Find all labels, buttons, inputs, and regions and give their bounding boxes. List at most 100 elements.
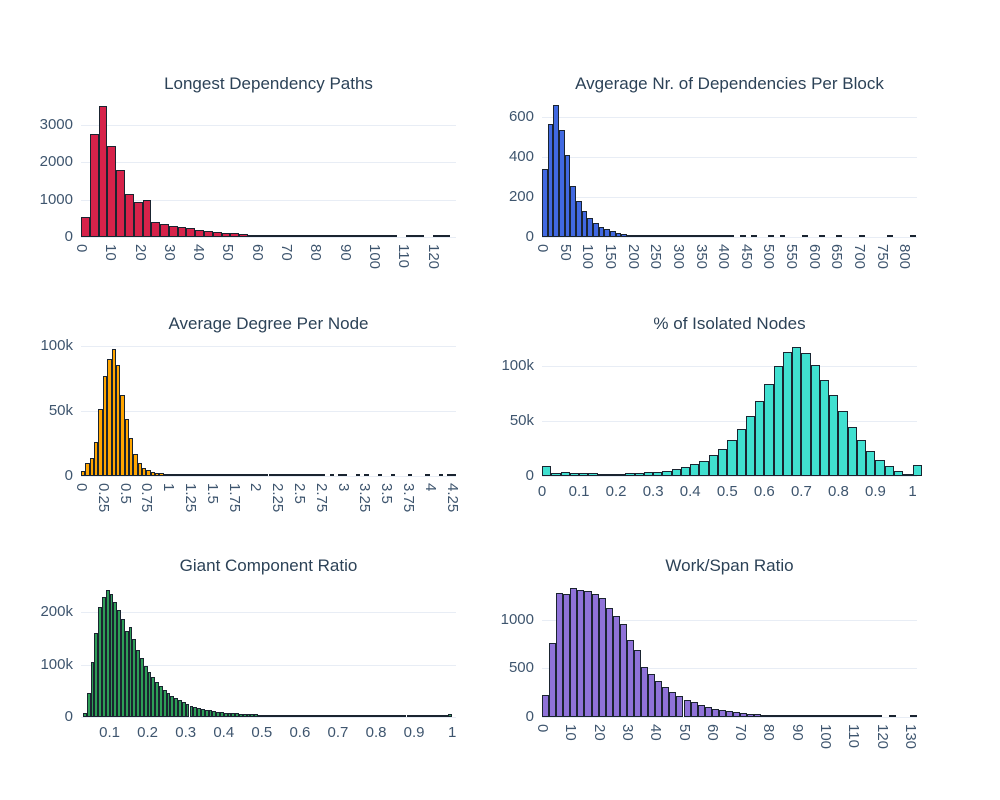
- histogram-bar[interactable]: [577, 589, 585, 717]
- histogram-bar[interactable]: [612, 615, 620, 717]
- histogram-bar[interactable]: [185, 703, 190, 717]
- histogram-bar[interactable]: [569, 472, 580, 476]
- histogram-bar[interactable]: [364, 474, 369, 476]
- histogram-bar[interactable]: [208, 710, 213, 717]
- histogram-bar[interactable]: [223, 712, 228, 717]
- histogram-bar[interactable]: [155, 681, 160, 717]
- histogram-bar[interactable]: [761, 714, 769, 717]
- histogram-bar[interactable]: [839, 715, 847, 717]
- histogram-bar[interactable]: [355, 474, 361, 476]
- histogram-bar[interactable]: [551, 472, 561, 476]
- histogram-bar[interactable]: [300, 235, 310, 237]
- histogram-bar[interactable]: [151, 222, 161, 237]
- histogram-bar[interactable]: [254, 714, 259, 717]
- histogram-bar[interactable]: [219, 712, 224, 717]
- histogram-bar[interactable]: [441, 235, 451, 237]
- histogram-bar[interactable]: [625, 473, 635, 476]
- histogram-bar[interactable]: [860, 715, 868, 717]
- histogram-bar[interactable]: [200, 708, 205, 717]
- histogram-bar[interactable]: [825, 715, 833, 717]
- histogram-bar[interactable]: [242, 474, 247, 476]
- histogram-bar[interactable]: [357, 715, 361, 717]
- histogram-bar[interactable]: [159, 686, 163, 717]
- histogram-bar[interactable]: [124, 194, 134, 237]
- histogram-bar[interactable]: [733, 712, 741, 717]
- histogram-bar[interactable]: [292, 715, 297, 717]
- histogram-bar[interactable]: [782, 715, 790, 717]
- histogram-bar[interactable]: [216, 474, 221, 476]
- histogram-bar[interactable]: [564, 155, 571, 237]
- histogram-bar[interactable]: [327, 235, 336, 237]
- histogram-bar[interactable]: [268, 474, 273, 476]
- histogram-bar[interactable]: [107, 145, 117, 237]
- histogram-bar[interactable]: [662, 686, 670, 717]
- histogram-bar[interactable]: [810, 365, 820, 476]
- histogram-bar[interactable]: [836, 235, 843, 237]
- histogram-bar[interactable]: [273, 715, 278, 717]
- histogram-bar[interactable]: [853, 715, 861, 717]
- histogram-bar[interactable]: [846, 715, 854, 717]
- histogram-bar[interactable]: [587, 218, 593, 237]
- histogram-bar[interactable]: [230, 233, 240, 237]
- histogram-bar[interactable]: [690, 463, 700, 476]
- histogram-bar[interactable]: [728, 235, 735, 237]
- histogram-bar[interactable]: [699, 460, 709, 476]
- histogram-bar[interactable]: [666, 235, 673, 237]
- histogram-bar[interactable]: [272, 474, 278, 476]
- histogram-bar[interactable]: [132, 638, 137, 717]
- histogram-bar[interactable]: [669, 691, 677, 717]
- histogram-bar[interactable]: [387, 715, 392, 717]
- histogram-bar[interactable]: [94, 633, 99, 717]
- histogram-bar[interactable]: [747, 713, 755, 717]
- histogram-bar[interactable]: [160, 224, 169, 237]
- histogram-bar[interactable]: [372, 715, 377, 717]
- histogram-bar[interactable]: [265, 235, 275, 237]
- histogram-bar[interactable]: [251, 474, 256, 476]
- histogram-bar[interactable]: [344, 235, 354, 237]
- histogram-bar[interactable]: [755, 401, 765, 476]
- histogram-bar[interactable]: [330, 715, 335, 717]
- histogram-bar[interactable]: [291, 235, 301, 237]
- histogram-bar[interactable]: [655, 235, 661, 237]
- histogram-bar[interactable]: [312, 474, 317, 476]
- histogram-bar[interactable]: [277, 474, 282, 476]
- histogram-bar[interactable]: [604, 229, 610, 237]
- histogram-bar[interactable]: [388, 235, 398, 237]
- histogram-bar[interactable]: [655, 681, 663, 717]
- histogram-bar[interactable]: [338, 474, 343, 476]
- histogram-bar[interactable]: [448, 713, 453, 717]
- histogram-bar[interactable]: [111, 349, 116, 476]
- histogram-bar[interactable]: [417, 715, 422, 717]
- histogram-bar[interactable]: [281, 474, 286, 476]
- histogram-bar[interactable]: [155, 472, 160, 476]
- histogram-bar[interactable]: [581, 211, 588, 237]
- chart-longest-dependency-paths[interactable]: Longest Dependency Paths 0 1000 2000 3000 0 1…: [40, 74, 456, 269]
- histogram-bar[interactable]: [120, 618, 125, 717]
- histogram-bar[interactable]: [174, 698, 179, 717]
- histogram-bar[interactable]: [819, 235, 826, 237]
- histogram-bar[interactable]: [233, 474, 238, 476]
- histogram-bar[interactable]: [250, 714, 255, 717]
- histogram-bar[interactable]: [303, 474, 308, 476]
- histogram-bar[interactable]: [912, 465, 922, 476]
- histogram-bar[interactable]: [220, 474, 225, 476]
- histogram-bar[interactable]: [345, 715, 350, 717]
- histogram-bar[interactable]: [676, 696, 684, 717]
- histogram-bar[interactable]: [195, 229, 205, 237]
- histogram-bar[interactable]: [643, 472, 654, 476]
- histogram-bar[interactable]: [229, 474, 234, 476]
- histogram-bar[interactable]: [751, 235, 758, 237]
- histogram-bar[interactable]: [181, 474, 186, 476]
- histogram-bar[interactable]: [334, 715, 338, 717]
- histogram-bar[interactable]: [866, 450, 876, 476]
- histogram-bar[interactable]: [285, 474, 291, 476]
- histogram-bar[interactable]: [190, 474, 195, 476]
- histogram-bar[interactable]: [619, 623, 627, 717]
- histogram-bar[interactable]: [740, 713, 748, 717]
- histogram-bar[interactable]: [894, 470, 904, 476]
- histogram-bar[interactable]: [294, 474, 300, 476]
- histogram-bar[interactable]: [779, 235, 786, 237]
- histogram-bar[interactable]: [633, 649, 642, 717]
- histogram-bar[interactable]: [221, 232, 231, 237]
- histogram-bar[interactable]: [542, 169, 548, 237]
